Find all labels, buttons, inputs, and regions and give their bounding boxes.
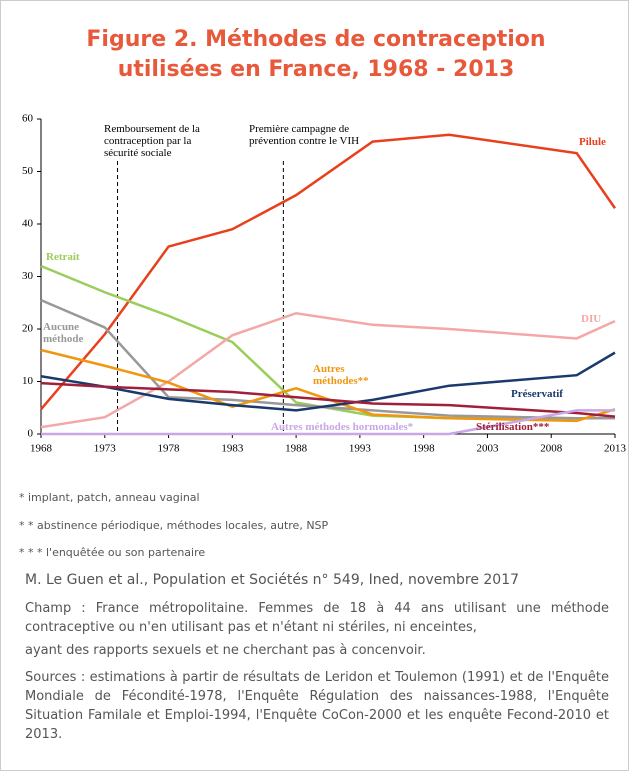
series-label: Pilule (579, 136, 606, 148)
series-line (40, 381, 616, 418)
champ: Champ : France métropolitaine. Femmes de… (25, 601, 609, 635)
sources: Sources : estimations à partir de résult… (25, 670, 609, 742)
series-line (40, 351, 616, 412)
x-tick-label: 1983 (221, 443, 244, 455)
y-tick-label: 30 (22, 270, 34, 282)
y-tick-label: 0 (28, 428, 34, 440)
x-tick-label: 1973 (94, 443, 117, 455)
footnote: * implant, patch, anneau vaginal (19, 491, 200, 504)
series-label: Autres méthodes** (313, 363, 369, 387)
series-label: DIU (581, 313, 602, 325)
x-tick-label: 1988 (285, 443, 308, 455)
event-label: Première campagne de prévention contre l… (249, 123, 360, 147)
series-label: Autres méthodes hormonales* (271, 421, 414, 433)
footnote: * * abstinence périodique, méthodes loca… (19, 519, 329, 532)
y-tick-label: 60 (22, 113, 34, 125)
footnote: * * * l'enquêtée ou son partenaire (19, 546, 206, 559)
x-tick-label: 2003 (476, 443, 499, 455)
series-label: Préservatif (511, 388, 563, 400)
series-label: Aucune méthode (43, 321, 84, 345)
x-tick-label: 1968 (30, 443, 53, 455)
champ: ayant des rapports sexuels et ne chercha… (25, 643, 426, 658)
event-label: Remboursement de la contraception par la… (104, 123, 200, 159)
series-line (40, 311, 616, 429)
x-tick-label: 1993 (349, 443, 372, 455)
chart: 0 10 20 30 40 50 60 1968 1973 1978 1983 1988 1993 199… (22, 113, 627, 455)
series-line (40, 348, 616, 423)
x-tick-label: 1998 (413, 443, 436, 455)
chart-title: Figure 2. Méthodes de contraception util… (86, 27, 546, 82)
x-tick-label: 1978 (158, 443, 181, 455)
x-tick-label: 2013 (604, 443, 627, 455)
series-line (41, 409, 615, 436)
series-label: Retrait (46, 251, 80, 263)
source: M. Le Guen et al., Population et Société… (25, 572, 520, 588)
y-tick-label: 10 (22, 375, 34, 387)
y-tick-label: 40 (22, 218, 34, 230)
y-tick-label: 50 (22, 165, 34, 177)
series-label: Stérilisation*** (476, 421, 550, 433)
y-tick-label: 20 (22, 323, 34, 335)
series-line (40, 133, 617, 411)
x-tick-label: 2008 (540, 443, 563, 455)
